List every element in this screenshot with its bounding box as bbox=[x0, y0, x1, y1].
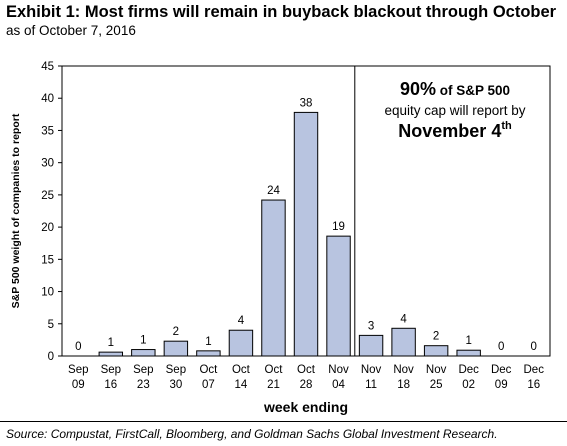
x-tick-label: 21 bbox=[267, 379, 280, 391]
data-label: 4 bbox=[238, 315, 245, 327]
chart-title: Exhibit 1: Most firms will remain in buy… bbox=[6, 3, 557, 21]
bar bbox=[163, 340, 189, 357]
annotation-line2: equity cap will report by bbox=[384, 103, 525, 118]
bar bbox=[391, 327, 416, 357]
bar bbox=[358, 334, 384, 357]
data-label: 3 bbox=[368, 320, 374, 332]
chart-subtitle: as of October 7, 2016 bbox=[6, 23, 136, 38]
source-note: Source: Compustat, FirstCall, Bloomberg,… bbox=[6, 427, 498, 441]
x-tick-label: Sep bbox=[101, 364, 121, 376]
x-tick-label: Nov bbox=[328, 364, 349, 376]
x-tick-label: 16 bbox=[527, 379, 540, 391]
x-axis-title: week ending bbox=[263, 399, 348, 415]
x-tick-label: Nov bbox=[393, 364, 414, 376]
y-tick-label: 15 bbox=[41, 254, 54, 266]
data-label: 2 bbox=[433, 331, 439, 343]
x-tick-label: Nov bbox=[361, 364, 382, 376]
bar bbox=[131, 349, 156, 357]
bar bbox=[423, 345, 449, 357]
data-label: 1 bbox=[465, 335, 471, 347]
x-tick-label: Sep bbox=[133, 364, 153, 376]
x-tick-label: 23 bbox=[137, 379, 150, 391]
bar-chart: 0510152025303540450Sep091Sep161Sep232Sep… bbox=[10, 61, 551, 415]
x-tick-label: Dec bbox=[524, 364, 545, 376]
x-tick-label: 07 bbox=[202, 379, 215, 391]
y-axis-title: S&P 500 weight of companies to report bbox=[10, 113, 22, 308]
x-tick-label: 04 bbox=[332, 379, 345, 391]
y-tick-label: 20 bbox=[41, 222, 54, 234]
data-label: 2 bbox=[173, 326, 179, 338]
x-tick-label: Sep bbox=[166, 364, 186, 376]
x-tick-label: 28 bbox=[300, 379, 313, 391]
bar bbox=[293, 111, 319, 357]
x-tick-label: Oct bbox=[199, 364, 218, 376]
data-label: 1 bbox=[140, 335, 146, 347]
y-tick-label: 40 bbox=[41, 93, 54, 105]
x-tick-label: 09 bbox=[72, 379, 85, 391]
x-tick-label: 30 bbox=[169, 379, 182, 391]
data-label: 38 bbox=[300, 97, 313, 109]
y-tick-label: 35 bbox=[41, 125, 54, 137]
y-tick-label: 0 bbox=[48, 351, 54, 363]
x-tick-label: Oct bbox=[297, 364, 316, 376]
data-label: 0 bbox=[498, 341, 504, 353]
x-tick-label: 09 bbox=[495, 379, 508, 391]
y-tick-label: 5 bbox=[48, 319, 54, 331]
bar bbox=[196, 350, 221, 357]
data-label: 0 bbox=[531, 341, 537, 353]
bar bbox=[326, 235, 351, 357]
data-label: 24 bbox=[267, 185, 280, 197]
bar bbox=[98, 351, 124, 357]
annotation-line1: 90% of S&P 500 bbox=[400, 79, 510, 99]
data-label: 1 bbox=[108, 337, 114, 349]
x-tick-label: Dec bbox=[458, 364, 479, 376]
x-tick-label: 18 bbox=[397, 379, 410, 391]
x-tick-label: 16 bbox=[104, 379, 117, 391]
data-label: 1 bbox=[205, 336, 211, 348]
bar bbox=[228, 329, 254, 357]
y-tick-label: 30 bbox=[41, 158, 54, 170]
data-label: 19 bbox=[332, 221, 345, 233]
x-tick-label: 14 bbox=[235, 379, 248, 391]
x-tick-label: 02 bbox=[462, 379, 475, 391]
data-label: 0 bbox=[75, 341, 81, 353]
x-tick-label: Sep bbox=[68, 364, 88, 376]
y-tick-label: 45 bbox=[41, 61, 54, 73]
x-tick-label: Nov bbox=[426, 364, 447, 376]
x-tick-label: 11 bbox=[365, 379, 377, 391]
x-tick-label: Oct bbox=[265, 364, 284, 376]
data-label: 4 bbox=[400, 313, 407, 325]
y-tick-label: 25 bbox=[41, 190, 54, 202]
bar bbox=[261, 199, 286, 357]
annotation-line3: November 4th bbox=[398, 120, 512, 141]
x-tick-label: Dec bbox=[491, 364, 512, 376]
footer-divider bbox=[0, 421, 567, 422]
x-tick-label: 25 bbox=[430, 379, 443, 391]
y-tick-label: 10 bbox=[41, 287, 54, 299]
x-tick-label: Oct bbox=[232, 364, 251, 376]
plot-area: 0510152025303540450Sep091Sep161Sep232Sep… bbox=[10, 61, 551, 415]
bar bbox=[456, 349, 481, 357]
